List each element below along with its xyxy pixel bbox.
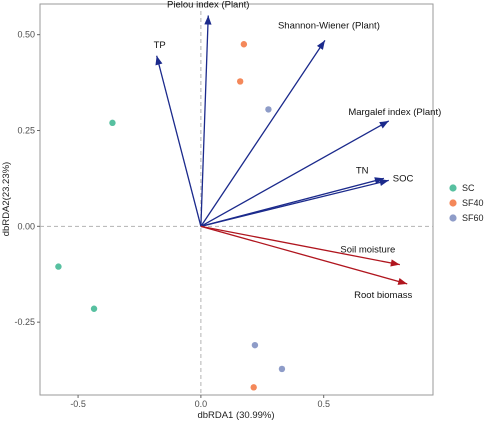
vector-arrowhead [379,178,389,186]
vector-line [200,179,389,227]
sample-point [240,41,248,48]
vector-line [200,225,400,266]
sample-point [278,365,286,373]
legend-marker [449,214,457,222]
x-tick-label: 0.0 [195,399,208,409]
x-tick-label: -0.5 [70,399,86,409]
legend: SC SF40 SF60 [449,183,484,223]
legend-marker [449,184,457,192]
y-tick-label: 0.50 [17,30,35,40]
vector-label: Soil moisture [340,245,395,256]
sample-point [55,263,62,270]
vector-arrowhead [374,177,384,185]
vector-arrowhead [390,259,400,267]
sample-point [265,106,272,113]
legend-label: SC [462,183,475,193]
vectors: Pielou index (Plant) TP Shannon-Wiener (Pl… [154,0,442,301]
vector-label: Pielou index (Plant) [167,0,249,11]
vector-arrowhead [316,40,325,50]
vector-label: Margalef index (Plant) [348,107,441,118]
y-axis-title: dbRDA2(23.23%) [1,162,12,236]
vector-arrowhead [155,55,163,66]
legend-label: SF60 [462,213,484,223]
vector-arrowhead [379,120,389,129]
vector-line [200,15,209,227]
vector-label: TP [154,40,166,51]
y-tick-label: -0.25 [14,317,35,327]
legend-marker [449,199,457,207]
sample-points [55,41,286,391]
x-tick-label: 0.5 [317,399,330,409]
vector-arrowhead [204,15,212,25]
sample-point [251,341,259,349]
axis-ticks: -0.5 0.0 0.5 -0.25 0.00 0.25 0.50 [14,30,329,409]
sample-point [90,305,98,312]
sample-point [109,119,116,127]
x-axis-title: dbRDA1 (30.99%) [197,410,274,421]
vector-line [200,225,408,285]
vector-label: Shannon-Wiener (Plant) [278,20,380,31]
vector-arrowhead [397,277,408,285]
vector-line [200,120,390,227]
vector-label: Root biomass [354,290,412,301]
sample-point [236,78,244,85]
plot-panel [39,3,434,396]
legend-label: SF40 [462,198,484,208]
vector-label: TN [356,165,369,176]
vector-line [156,55,202,227]
vector-line [200,40,326,227]
vector-label: SOC [393,173,414,184]
sample-point [250,384,257,391]
y-tick-label: 0.00 [17,221,35,231]
y-tick-label: 0.25 [17,126,35,136]
reference-lines [40,4,433,395]
